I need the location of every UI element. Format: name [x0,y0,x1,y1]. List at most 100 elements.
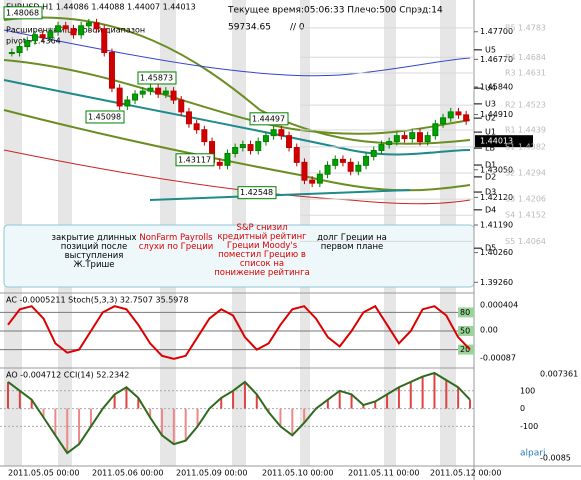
candle [39,34,46,39]
y-tick-label: -100 [520,422,538,431]
cci-axis-label: 0.007361 [540,370,578,379]
x-tick-label: 2011.05.12 00:00 [430,469,501,478]
price-label: 1.48068 [6,8,39,17]
candle [339,158,346,163]
candle [216,161,223,166]
y-tick-label: 1.45840 [480,82,513,91]
candle [324,164,331,175]
marker: // 0 [290,23,305,33]
pivot-name: S2 [505,169,515,178]
candle [432,123,439,137]
candle [178,99,185,113]
ma-line [3,59,471,135]
candle [378,144,385,151]
candle [93,22,100,30]
level-name: U5 [485,45,496,54]
pivot-value: 1.4783 [518,23,546,32]
pivot-name: R3 [505,69,516,78]
candle [255,141,262,151]
symbol: EURUSD,H1 1.44086 1.44088 1.44007 1.4401… [6,3,196,12]
y-tick-label: 1.44910 [480,110,513,119]
candle [332,158,339,166]
candle [31,34,38,42]
current-price-box [475,135,533,148]
y-tick-label: 1.46770 [480,55,513,64]
candle [447,111,454,119]
y-tick-label: 1.40260 [480,248,513,257]
pivot-value: 1.4684 [518,53,546,62]
candle [124,99,131,107]
candle [70,28,77,36]
pivot-name: S1 [505,142,515,151]
price-label: 1.43117 [178,155,211,164]
price-label-box [175,153,215,167]
candle [132,93,139,101]
ac-axis-label: 0.000404 [480,301,518,310]
x-tick-label: 2011.05.09 00:00 [176,469,247,478]
pivot-value: 1.4064 [518,237,546,246]
candle [116,87,123,107]
candle [424,135,431,143]
pivot-value: 1.4631 [518,69,546,78]
level-name: U1 [485,128,496,137]
candle [301,161,308,181]
price-label: 1.45873 [140,73,173,82]
pivot-name: S3 [505,195,515,204]
level-name: D4 [485,205,496,214]
level-name: D3 [485,188,496,197]
level-box [458,307,474,318]
candle [355,164,362,172]
candle [139,90,146,95]
pivot-name: S5 [505,237,515,246]
candle [363,155,370,166]
band-line [3,149,471,205]
candle [386,141,393,146]
level-name: D1 [485,161,496,170]
level-name: LB [485,144,495,153]
balance: 59734.65 [228,23,271,33]
price-label: 1.45098 [88,112,121,121]
candle [185,111,192,125]
level-label: 50 [460,327,470,336]
level-label: 20 [460,345,470,354]
price-label-box [137,71,177,85]
price-label-box [85,110,125,124]
candle [239,144,246,149]
level-name: U2 [485,114,496,123]
level-name: U4 [485,84,496,93]
y-tick-label: 1.43050 [480,165,513,174]
ac-axis-label: 0.00 [480,326,498,335]
candle [278,129,285,137]
y-tick-label: 0 [520,404,525,413]
candle [224,152,231,166]
candle [16,46,23,54]
level-name: D2 [485,172,496,181]
y-tick-label: 1.41190 [480,220,513,229]
candle [24,40,31,48]
price-label-box [3,6,43,20]
x-tick-label: 2011.05.11 00:00 [348,469,419,478]
y-tick-label: 1.47700 [480,27,513,36]
candle [347,161,354,172]
candle [455,111,462,116]
x-tick-label: 2011.05.10 00:00 [262,469,333,478]
price-label: 1.44497 [252,114,285,123]
pivot-value: 1.4294 [518,169,546,178]
candle [316,173,323,184]
x-tick-label: 2011.05.05 00:00 [8,469,79,478]
annotation: S&P снизил кредитный рейтинг Греции Moody'… [214,223,310,278]
y-tick-label: 1.39260 [480,278,513,287]
pivot-value: 1.4523 [518,101,546,110]
candle [309,179,316,184]
current-price: 1.44013 [480,137,513,146]
candle [262,135,269,143]
indicator-title: AC -0.0005211 Stoch(5,3,3) 32.7507 35.59… [6,296,189,305]
cci-line [7,371,471,455]
price-label-box [249,112,289,126]
annotation: закрытие длинных позиций после выступления… [51,233,136,270]
status: Текущее время:05:06:33 Плечо:500 Спрэд:1… [227,6,443,16]
ma-line [3,109,471,192]
candle [440,117,447,125]
candle [370,149,377,157]
trend-line [149,189,411,201]
